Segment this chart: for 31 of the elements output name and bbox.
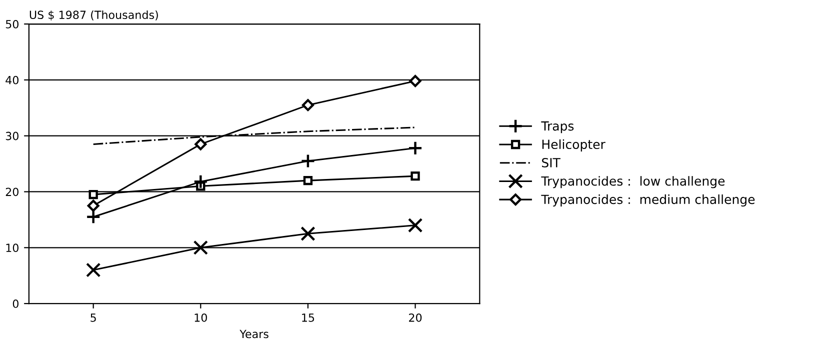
point [409, 75, 422, 88]
y-tick-label: 10 [6, 244, 18, 252]
x-tick-label: 5 [90, 314, 96, 322]
point [408, 140, 423, 156]
y-tick-label: 50 [6, 20, 18, 28]
x-axis-title: Years [240, 330, 268, 338]
point [302, 99, 314, 112]
legend-label: SIT [542, 158, 560, 168]
point [300, 226, 316, 242]
point [86, 262, 101, 278]
y-axis-title: US $ 1987 (Thousands) [30, 10, 158, 21]
point [193, 240, 208, 256]
legend-label: Trypanocides : medium challenge [541, 194, 755, 207]
point [410, 172, 420, 181]
y-tick-label: 30 [6, 132, 18, 140]
legend-label: Trypanocides : low challenge [541, 176, 725, 188]
point [303, 176, 313, 186]
point [86, 210, 101, 224]
point [408, 218, 423, 233]
legend-label: Helicopter [542, 139, 606, 152]
point [88, 190, 98, 200]
y-tick-label: 40 [6, 76, 18, 84]
y-tick-label: 0 [12, 300, 18, 308]
x-tick-label: 10 [194, 313, 207, 322]
point [194, 138, 207, 150]
y-tick-label: 20 [6, 188, 18, 196]
point [300, 154, 316, 168]
legend-label: Traps [541, 121, 574, 134]
x-tick-label: 15 [302, 314, 314, 322]
x-tick-label: 20 [409, 313, 422, 322]
point [87, 200, 100, 212]
